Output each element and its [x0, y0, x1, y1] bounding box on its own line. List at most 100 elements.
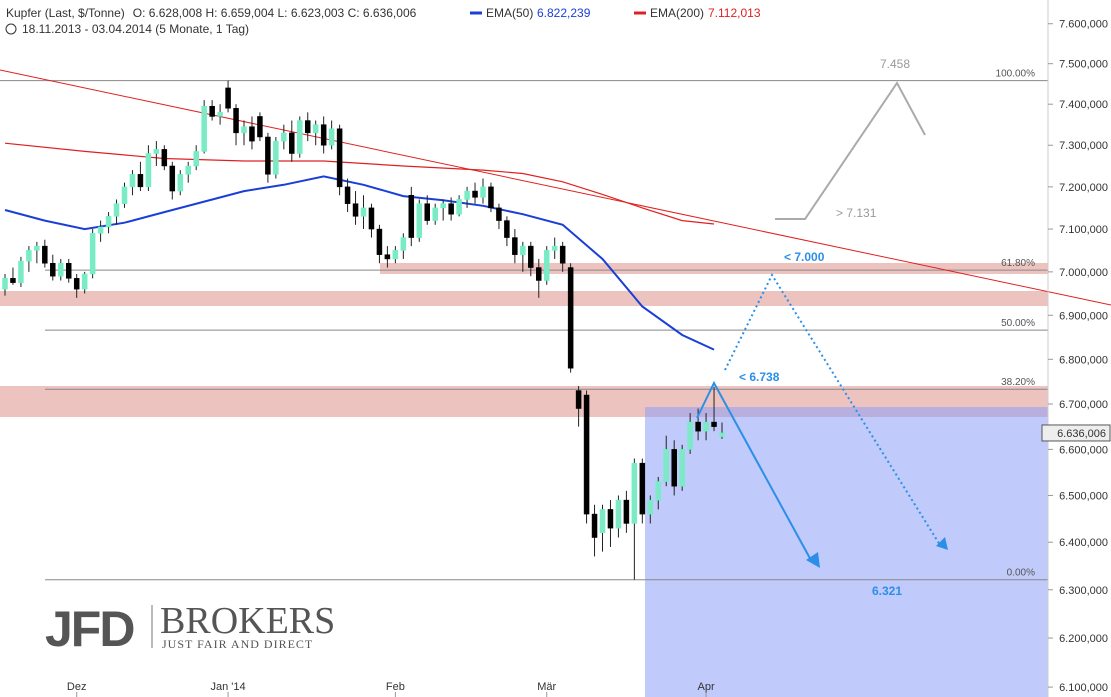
projection-up [775, 81, 926, 220]
candle-body [416, 203, 423, 238]
candle-body [567, 267, 574, 369]
resistance-zone [380, 263, 1048, 274]
candle-body [289, 132, 295, 154]
y-tick-label: 7.600,000 [1059, 19, 1108, 31]
candle-body [376, 228, 383, 255]
y-tick-label: 7.300,000 [1059, 140, 1108, 152]
y-tick-label: 6.400,000 [1059, 537, 1108, 549]
clock-icon [5, 23, 17, 35]
candle-body [631, 462, 638, 524]
fib-label: 0.00% [1007, 568, 1035, 579]
y-tick-label: 7.000,000 [1059, 267, 1108, 279]
projection-dotted [724, 272, 941, 546]
candle-body [647, 499, 654, 515]
candle-body [384, 254, 391, 260]
candle-body [18, 260, 24, 283]
candle-body [400, 237, 407, 251]
candle-body [528, 245, 534, 268]
annotation: < 7.000 [784, 250, 825, 264]
candle-body [233, 108, 239, 134]
candle-body [543, 250, 550, 281]
logo-main: JFD [45, 601, 134, 657]
fib-label: 100.00% [996, 69, 1036, 80]
candle-body [551, 245, 558, 251]
y-tick-label: 6.700,000 [1059, 399, 1108, 411]
candle-body [10, 278, 16, 283]
candle-body [352, 203, 359, 217]
candle-body [336, 128, 343, 188]
candle-body [599, 509, 606, 534]
candle-body [623, 499, 630, 524]
x-tick-label: Mär [537, 681, 556, 693]
candle-body [65, 262, 72, 279]
candle-body [257, 116, 263, 138]
legend-label: EMA(200) [650, 6, 704, 20]
arrow-head [936, 537, 948, 550]
candles [2, 80, 725, 580]
candle-body [679, 449, 685, 487]
candle-body [2, 278, 8, 290]
y-tick-label: 6.200,000 [1059, 633, 1108, 645]
annotations: 7.458 > 7.131 < 7.000 < 6.738 6.321 [739, 57, 910, 598]
candle-body [137, 174, 144, 188]
y-tick-label: 6.900,000 [1059, 310, 1108, 322]
candle-body [408, 195, 415, 238]
zones [0, 263, 1048, 697]
candle-body [480, 186, 486, 198]
fib-label: 61.80% [1001, 258, 1035, 269]
x-tick-label: Dez [67, 681, 87, 693]
candle-body [456, 199, 462, 215]
candle-body [448, 203, 454, 215]
fib-label: 50.00% [1001, 318, 1035, 329]
candle-body [368, 207, 375, 230]
candle-body [161, 149, 168, 167]
candle-body [50, 262, 56, 277]
candle-body [177, 174, 184, 192]
candle-body [42, 245, 48, 264]
candle-body [687, 421, 693, 450]
y-tick-label: 6.600,000 [1059, 444, 1108, 456]
candle-body [520, 245, 526, 255]
candle-body [719, 432, 725, 437]
candle-body [615, 499, 622, 529]
candle-body [193, 151, 199, 167]
logo-tagline: JUST FAIR AND DIRECT [162, 637, 313, 651]
instrument: Kupfer (Last, $/Tonne) [6, 6, 125, 20]
candle-body [424, 203, 430, 221]
arrow-head [806, 552, 820, 568]
candle-body [671, 449, 677, 487]
candle-body [496, 207, 502, 221]
candle-body [488, 186, 494, 209]
trend-line [0, 69, 1111, 306]
legend-value: 6.822,239 [537, 6, 591, 20]
candle-body [185, 165, 191, 175]
candle-body [559, 245, 566, 264]
x-tick-label: Apr [698, 681, 715, 693]
candle-body [129, 174, 136, 188]
candle-body [105, 216, 112, 228]
candle-body [655, 481, 662, 501]
annotation: < 6.738 [739, 370, 780, 384]
date-range: 18.11.2013 - 03.04.2014 (5 Monate, 1 Tag… [22, 22, 249, 36]
header: Kupfer (Last, $/Tonne) O: 6.628,008 H: 6.… [5, 6, 761, 36]
fib-label: 38.20% [1001, 377, 1035, 388]
projection-down [696, 380, 813, 563]
candle-body [711, 421, 717, 427]
ema-line [4, 175, 715, 351]
price-tag-label: 6.636,006 [1057, 428, 1106, 440]
candle-body [591, 513, 598, 538]
candle-body [81, 273, 88, 290]
candle-body [89, 233, 96, 275]
price-tag: 6.636,006 [1041, 424, 1111, 442]
y-tick-label: 6.500,000 [1059, 490, 1108, 502]
x-tick-label: Jan '14 [210, 681, 245, 693]
candle-body [360, 207, 367, 217]
candle-body [26, 250, 32, 262]
ohlc: O: 6.628,008 H: 6.659,004 L: 6.623,003 C… [133, 6, 417, 20]
projections [696, 81, 948, 568]
candle-body [58, 262, 64, 277]
header-text: Kupfer (Last, $/Tonne) O: 6.628,008 H: 6.… [6, 6, 417, 20]
y-tick-label: 6.800,000 [1059, 354, 1108, 366]
candle-body [225, 87, 231, 109]
